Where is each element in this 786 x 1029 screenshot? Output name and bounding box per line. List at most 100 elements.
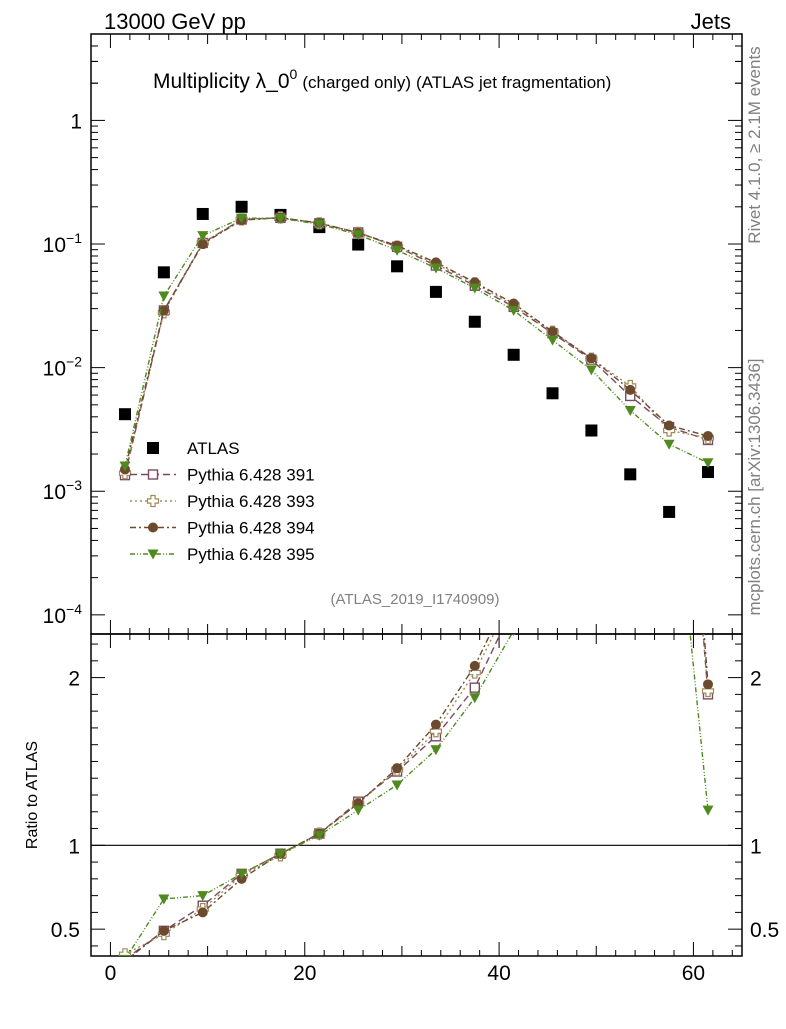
marker-open-cross: [146, 494, 160, 508]
ratio-axes: 0.5 0.51 12 20 20 40 60: [51, 634, 779, 985]
series-line: [124, 217, 709, 476]
ratio-series: [118, 634, 715, 956]
marker-filled-circle: [158, 305, 169, 316]
mcplots-label: mcplots.cern.ch [arXiv:1306.3436]: [745, 358, 764, 615]
marker-open-cross: [429, 725, 443, 738]
y-tick-label: 1: [70, 110, 82, 133]
legend-label: Pythia 6.428 393: [187, 492, 315, 511]
legend-label: Pythia 6.428 395: [187, 545, 315, 564]
legend-label: ATLAS: [187, 439, 240, 458]
marker-filled-triangle-down: [391, 245, 403, 256]
main-series: [118, 200, 715, 518]
marker-filled-triangle-down: [352, 805, 364, 816]
marker-filled-triangle-down: [158, 894, 170, 905]
marker-filled-square: [468, 315, 481, 328]
legend-entry: Pythia 6.428 395: [130, 545, 315, 564]
legend: ATLAS Pythia 6.428 391 Pythia 6.428 393 Pyt…: [130, 439, 315, 564]
marker-filled-circle: [664, 420, 675, 431]
y-tick-label: 10−4: [43, 601, 83, 628]
y-tick-label-base: 10: [43, 234, 66, 257]
ratio-line: [128, 634, 709, 956]
legend-label: Pythia 6.428 391: [187, 466, 315, 485]
y-tick-label-base: 10: [43, 605, 66, 628]
x-tick-label: 40: [487, 962, 510, 985]
marker-filled-triangle-down: [512, 634, 515, 637]
plot-title-main: Multiplicity λ_0: [153, 70, 290, 93]
ratio-axis-label: Ratio to ATLAS: [24, 741, 41, 849]
ratio-plot-frame: [90, 633, 743, 957]
marker-open-cross: [468, 666, 481, 679]
marker-filled-square: [663, 505, 676, 518]
marker-filled-circle: [197, 907, 208, 918]
marker-filled-triangle-down: [236, 213, 248, 224]
x-tick-label: 60: [682, 962, 705, 985]
marker-open-square: [147, 469, 159, 480]
marker-filled-circle: [430, 719, 441, 730]
ratio-line: [126, 634, 709, 956]
ratio-y-tick-label-right: 0.5: [750, 919, 779, 942]
marker-filled-triangle-down: [313, 219, 325, 230]
x-tick-label: 20: [293, 962, 316, 985]
marker-filled-triangle-down: [702, 805, 714, 816]
marker-filled-triangle-down: [702, 458, 714, 469]
y-tick-label: 10−3: [43, 477, 83, 504]
legend-entry: Pythia 6.428 394: [130, 519, 315, 538]
marker-filled-square: [196, 207, 209, 220]
x-tick-label: 0: [105, 962, 117, 985]
y-tick-label-exp: −4: [66, 601, 82, 617]
y-tick-label-base: 10: [43, 358, 66, 381]
marker-filled-triangle-down: [236, 869, 248, 880]
ratio-clip-group: [118, 634, 715, 956]
ratio-y-tick-label-left: 2: [68, 668, 80, 691]
marker-filled-triangle-down: [547, 335, 559, 346]
ratio-y-tick-label-right: 2: [750, 668, 762, 691]
marker-filled-triangle-down: [274, 213, 286, 224]
marker-filled-triangle-down: [313, 830, 325, 841]
ratio-line: [130, 634, 709, 956]
marker-filled-circle: [702, 679, 713, 690]
series-line: [124, 216, 709, 474]
marker-filled-square: [352, 238, 365, 251]
analysis-label: (ATLAS_2019_I1740909): [330, 591, 499, 608]
main-plot-frame: [90, 33, 743, 635]
marker-filled-triangle-down: [430, 745, 442, 756]
marker-filled-triangle-down: [624, 405, 636, 416]
marker-filled-circle: [197, 239, 208, 250]
rivet-label: Rivet 4.1.0, ≥ 2.1M events: [745, 46, 764, 243]
header-energy-label: 13000 GeV pp: [104, 9, 246, 34]
y-tick-label-exp: −1: [66, 230, 82, 246]
marker-filled-square: [429, 285, 442, 298]
legend-entry: Pythia 6.428 393: [130, 492, 315, 511]
y-tick-label-exp: −2: [66, 354, 82, 370]
ratio-y-tick-label-left: 1: [68, 835, 80, 858]
marker-filled-square: [507, 348, 520, 361]
ratio-line: [124, 634, 709, 955]
series-line: [124, 217, 709, 467]
y-tick-label-base: 10: [43, 481, 66, 504]
marker-filled-square: [147, 442, 159, 454]
marker-filled-square: [391, 260, 404, 273]
marker-open-square: [469, 682, 480, 693]
marker-filled-triangle-down: [274, 849, 286, 860]
marker-filled-circle: [158, 925, 169, 936]
marker-filled-square: [157, 266, 170, 279]
plot-title-sup: 0: [290, 66, 298, 82]
marker-filled-circle: [586, 353, 597, 364]
ratio-pythia-6-428-391: [119, 634, 714, 956]
plot-title-sub2: (ATLAS jet fragmentation): [416, 73, 611, 92]
y-tick-label: 10−1: [43, 230, 83, 257]
marker-filled-triangle-down: [469, 283, 481, 294]
marker-filled-triangle-down: [147, 549, 159, 560]
marker-filled-triangle-down: [391, 780, 403, 791]
series-pythia-6-428-394: [120, 212, 713, 475]
marker-filled-triangle-down: [119, 954, 131, 956]
header-jets-label: Jets: [691, 9, 731, 34]
marker-filled-circle: [702, 430, 713, 441]
marker-filled-triangle-down: [430, 263, 442, 274]
legend-entry: ATLAS: [147, 439, 240, 458]
plot-title: Multiplicity λ_00 (charged only) (ATLAS je…: [153, 66, 611, 93]
marker-filled-triangle-down: [119, 461, 131, 472]
marker-filled-triangle-down: [585, 365, 597, 376]
series-pythia-6-428-395: [119, 213, 714, 472]
marker-filled-circle: [625, 384, 636, 395]
